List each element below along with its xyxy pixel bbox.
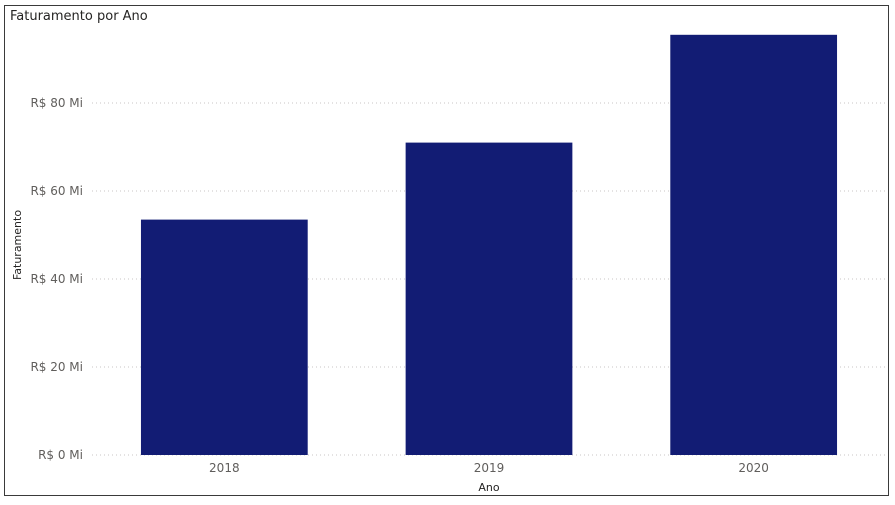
- y-axis-labels: R$ 0 Mi R$ 20 Mi R$ 40 Mi R$ 60 Mi R$ 80 Mi: [30, 96, 83, 462]
- y-axis-title: Faturamento: [11, 210, 24, 280]
- x-tick-label: 2019: [474, 461, 505, 475]
- x-axis-title: Ano: [478, 481, 499, 494]
- x-axis-labels: 2018 2019 2020: [209, 461, 769, 475]
- y-tick-label: R$ 80 Mi: [30, 96, 83, 110]
- y-tick-label: R$ 0 Mi: [38, 448, 83, 462]
- x-tick-label: 2018: [209, 461, 240, 475]
- x-tick-label: 2020: [738, 461, 769, 475]
- bar-2020[interactable]: [670, 34, 838, 456]
- chart-title: Faturamento por Ano: [10, 9, 148, 24]
- y-tick-label: R$ 20 Mi: [30, 360, 83, 374]
- y-tick-label: R$ 60 Mi: [30, 184, 83, 198]
- bar-2018[interactable]: [140, 219, 308, 455]
- bar-2019[interactable]: [405, 142, 573, 455]
- y-tick-label: R$ 40 Mi: [30, 272, 83, 286]
- bars: [140, 34, 838, 456]
